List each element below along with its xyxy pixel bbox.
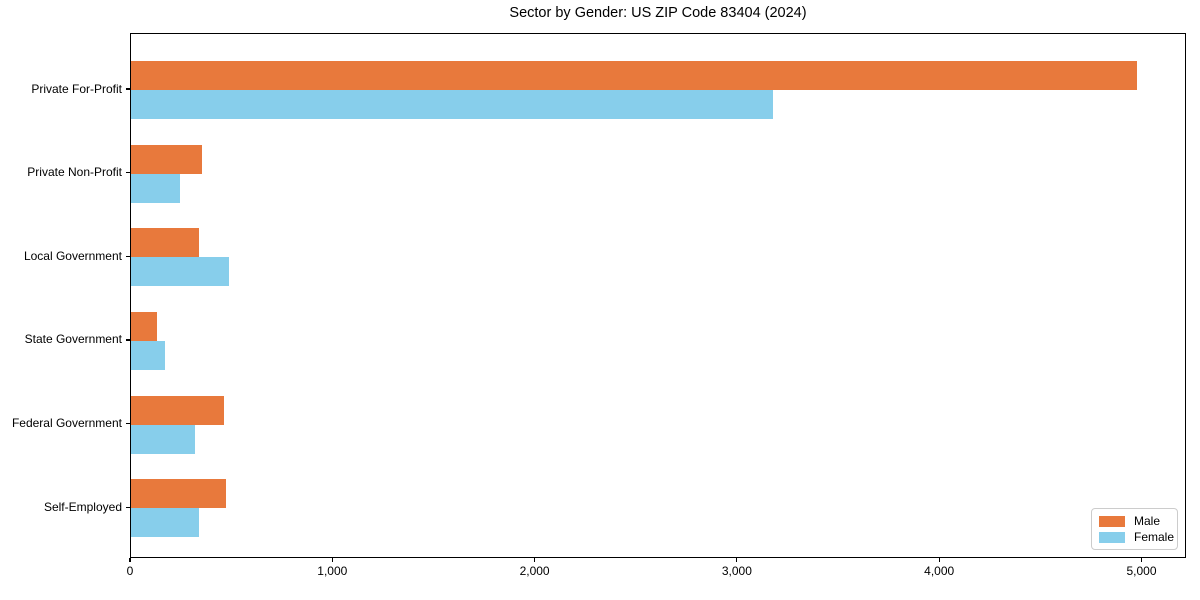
x-axis-label-1-000: 1,000 (317, 564, 348, 578)
bar-self-employed-male (131, 479, 226, 509)
y-tick-mark (126, 339, 130, 341)
plot-area (130, 33, 1186, 558)
bar-local-government-female (131, 257, 230, 287)
x-tick-mark (331, 558, 333, 562)
y-axis-label-state-government: State Government (24, 332, 122, 347)
male-series-swatch (1099, 515, 1125, 527)
legend-label-female: Female (1134, 530, 1175, 544)
y-axis-label-private-non-profit: Private Non-Profit (27, 165, 122, 180)
legend-item-female: Female (1099, 529, 1174, 545)
x-tick-mark (736, 558, 738, 562)
x-axis-label-0: 0 (126, 564, 134, 578)
y-tick-mark (126, 255, 130, 257)
legend: Male Female (1091, 508, 1178, 550)
y-tick-mark (126, 422, 130, 425)
x-tick-mark (533, 558, 536, 562)
bar-private-non-profit-female (131, 173, 181, 203)
x-tick-mark (938, 558, 940, 562)
y-tick-mark (126, 506, 130, 508)
bar-private-for-profit-male (131, 61, 1138, 90)
x-axis-label-4-000: 4,000 (924, 564, 955, 578)
female-series-swatch (1099, 531, 1125, 543)
bar-local-government-male (131, 228, 200, 258)
y-tick-mark (126, 88, 130, 90)
x-axis-label-5-000: 5,000 (1126, 564, 1157, 578)
bar-private-non-profit-male (131, 144, 202, 174)
bar-private-for-profit-female (131, 90, 774, 119)
legend-label-male: Male (1134, 514, 1161, 528)
y-axis-label-local-government: Local Government (23, 248, 122, 263)
bar-state-government-male (131, 311, 157, 341)
x-tick-mark (1140, 558, 1143, 562)
legend-item-male: Male (1099, 513, 1170, 529)
x-axis-label-2-000: 2,000 (519, 564, 550, 578)
bar-federal-government-female (131, 424, 195, 454)
y-tick-mark (126, 172, 130, 174)
y-axis-label-private-for-profit: Private For-Profit (31, 81, 122, 96)
chart-title: Sector by Gender: US ZIP Code 83404 (202… (509, 5, 807, 21)
bar-federal-government-male (131, 395, 225, 425)
bar-state-government-female (131, 340, 165, 370)
y-axis-label-federal-government: Federal Government (11, 416, 122, 431)
bar-self-employed-female (131, 508, 200, 538)
y-axis-label-self-employed: Self-Employed (43, 499, 122, 514)
x-tick-mark (129, 558, 131, 562)
x-axis-label-3-000: 3,000 (721, 564, 752, 578)
